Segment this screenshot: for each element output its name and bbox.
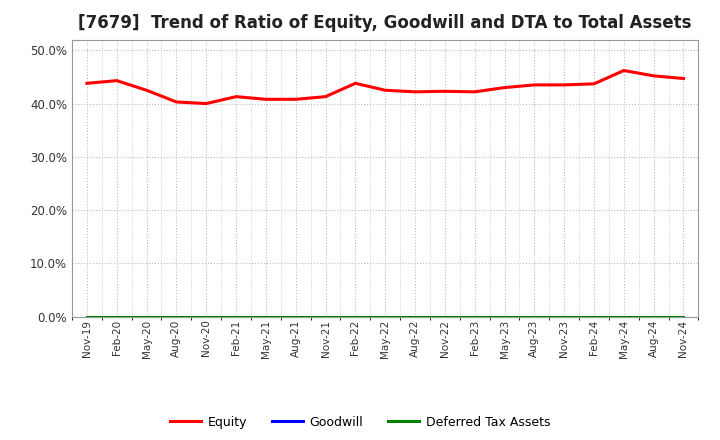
- Deferred Tax Assets: [351, 314, 360, 319]
- Deferred Tax Assets: [470, 314, 479, 319]
- Goodwill: [530, 314, 539, 319]
- Deferred Tax Assets: [112, 314, 121, 319]
- Equity: [679, 76, 688, 81]
- Equity: [649, 73, 658, 78]
- Goodwill: [649, 314, 658, 319]
- Goodwill: [351, 314, 360, 319]
- Deferred Tax Assets: [560, 314, 569, 319]
- Equity: [172, 99, 181, 105]
- Goodwill: [590, 314, 598, 319]
- Deferred Tax Assets: [679, 314, 688, 319]
- Goodwill: [679, 314, 688, 319]
- Deferred Tax Assets: [381, 314, 390, 319]
- Deferred Tax Assets: [261, 314, 270, 319]
- Equity: [261, 97, 270, 102]
- Deferred Tax Assets: [619, 314, 628, 319]
- Deferred Tax Assets: [143, 314, 151, 319]
- Equity: [560, 82, 569, 88]
- Equity: [441, 89, 449, 94]
- Goodwill: [410, 314, 419, 319]
- Goodwill: [321, 314, 330, 319]
- Equity: [530, 82, 539, 88]
- Equity: [590, 81, 598, 87]
- Equity: [143, 88, 151, 93]
- Goodwill: [619, 314, 628, 319]
- Deferred Tax Assets: [232, 314, 240, 319]
- Deferred Tax Assets: [321, 314, 330, 319]
- Deferred Tax Assets: [410, 314, 419, 319]
- Line: Equity: Equity: [87, 70, 683, 103]
- Equity: [381, 88, 390, 93]
- Goodwill: [500, 314, 509, 319]
- Goodwill: [232, 314, 240, 319]
- Equity: [410, 89, 419, 95]
- Deferred Tax Assets: [202, 314, 210, 319]
- Goodwill: [292, 314, 300, 319]
- Deferred Tax Assets: [530, 314, 539, 319]
- Equity: [112, 78, 121, 83]
- Equity: [619, 68, 628, 73]
- Deferred Tax Assets: [649, 314, 658, 319]
- Equity: [351, 81, 360, 86]
- Goodwill: [470, 314, 479, 319]
- Goodwill: [381, 314, 390, 319]
- Title: [7679]  Trend of Ratio of Equity, Goodwill and DTA to Total Assets: [7679] Trend of Ratio of Equity, Goodwil…: [78, 15, 692, 33]
- Goodwill: [441, 314, 449, 319]
- Deferred Tax Assets: [441, 314, 449, 319]
- Goodwill: [560, 314, 569, 319]
- Equity: [292, 97, 300, 102]
- Goodwill: [261, 314, 270, 319]
- Legend: Equity, Goodwill, Deferred Tax Assets: Equity, Goodwill, Deferred Tax Assets: [165, 411, 555, 434]
- Deferred Tax Assets: [172, 314, 181, 319]
- Equity: [202, 101, 210, 106]
- Goodwill: [172, 314, 181, 319]
- Deferred Tax Assets: [590, 314, 598, 319]
- Goodwill: [83, 314, 91, 319]
- Equity: [232, 94, 240, 99]
- Goodwill: [143, 314, 151, 319]
- Goodwill: [112, 314, 121, 319]
- Equity: [321, 94, 330, 99]
- Equity: [500, 85, 509, 90]
- Equity: [83, 81, 91, 86]
- Equity: [470, 89, 479, 95]
- Deferred Tax Assets: [83, 314, 91, 319]
- Deferred Tax Assets: [500, 314, 509, 319]
- Goodwill: [202, 314, 210, 319]
- Deferred Tax Assets: [292, 314, 300, 319]
